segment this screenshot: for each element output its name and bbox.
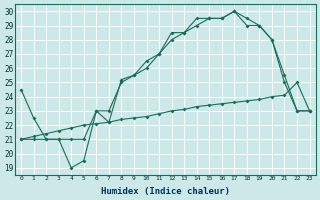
X-axis label: Humidex (Indice chaleur): Humidex (Indice chaleur) [101, 187, 230, 196]
